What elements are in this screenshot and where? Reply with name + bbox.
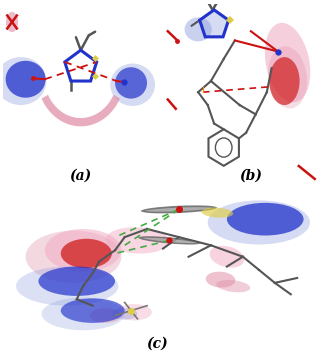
Ellipse shape	[208, 200, 310, 245]
Ellipse shape	[138, 236, 201, 245]
Ellipse shape	[141, 205, 217, 213]
Ellipse shape	[61, 239, 112, 268]
Ellipse shape	[141, 237, 198, 244]
Ellipse shape	[90, 308, 122, 323]
Ellipse shape	[6, 61, 46, 98]
Ellipse shape	[216, 280, 250, 292]
Ellipse shape	[106, 227, 169, 253]
Ellipse shape	[61, 298, 125, 323]
Polygon shape	[200, 10, 229, 37]
Ellipse shape	[0, 57, 46, 105]
Ellipse shape	[115, 67, 147, 99]
Ellipse shape	[45, 229, 122, 272]
Ellipse shape	[117, 304, 152, 321]
Ellipse shape	[268, 46, 307, 109]
Ellipse shape	[16, 267, 118, 306]
Ellipse shape	[144, 207, 214, 212]
Text: (b): (b)	[239, 169, 262, 183]
Ellipse shape	[38, 267, 115, 296]
Ellipse shape	[185, 17, 212, 42]
Ellipse shape	[265, 23, 310, 102]
Ellipse shape	[26, 231, 122, 283]
Ellipse shape	[110, 64, 155, 106]
Ellipse shape	[42, 297, 125, 330]
Ellipse shape	[201, 208, 233, 218]
Ellipse shape	[269, 57, 300, 105]
Ellipse shape	[6, 12, 18, 32]
Ellipse shape	[210, 246, 244, 268]
Text: (c): (c)	[146, 336, 168, 350]
Ellipse shape	[112, 308, 138, 320]
Ellipse shape	[206, 272, 235, 288]
Text: (a): (a)	[70, 169, 92, 183]
Ellipse shape	[227, 203, 304, 235]
Polygon shape	[42, 95, 120, 126]
